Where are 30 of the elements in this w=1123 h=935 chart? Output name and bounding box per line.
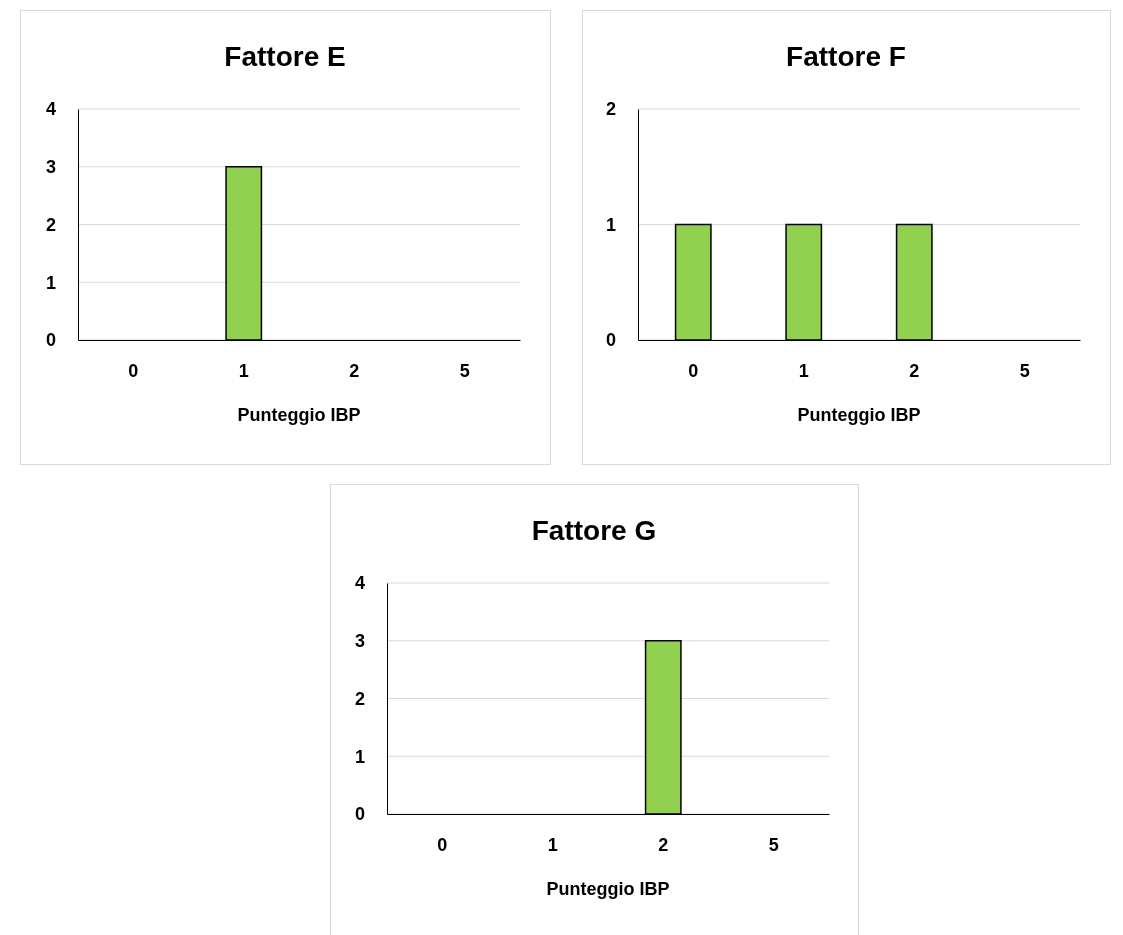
y-tick-label: 0 [45,330,56,351]
y-tick-label: 1 [354,746,365,767]
y-tick-label: 0 [354,804,365,825]
y-tick-label: 1 [605,214,616,235]
x-tick-label: 2 [909,360,920,381]
x-axis-title: Punteggio IBP [237,405,361,425]
y-tick-label: 3 [45,157,56,178]
x-tick-label: 0 [128,360,139,381]
x-tick-label: 1 [798,360,809,381]
y-tick-label: 1 [45,272,56,293]
y-tick-label: 3 [354,631,365,652]
x-axis-title: Punteggio IBP [546,879,670,899]
x-tick-label: 5 [1019,360,1030,381]
x-tick-label: 1 [238,360,249,381]
x-tick-label: 5 [768,834,779,855]
y-tick-label: 2 [605,99,616,120]
x-tick-label: 0 [688,360,699,381]
y-tick-label: 2 [354,688,365,709]
x-tick-label: 1 [547,834,558,855]
y-tick-label: 4 [354,573,365,594]
y-tick-label: 4 [45,99,56,120]
x-tick-label: 2 [658,834,669,855]
x-tick-label: 5 [459,360,470,381]
x-tick-label: 0 [437,834,448,855]
x-axis-title: Punteggio IBP [797,405,921,425]
chart-title: Fattore F [786,41,906,72]
chart-title: Fattore E [224,41,346,72]
y-tick-label: 2 [45,214,56,235]
chart-title: Fattore G [531,515,657,546]
y-tick-label: 0 [605,330,616,351]
